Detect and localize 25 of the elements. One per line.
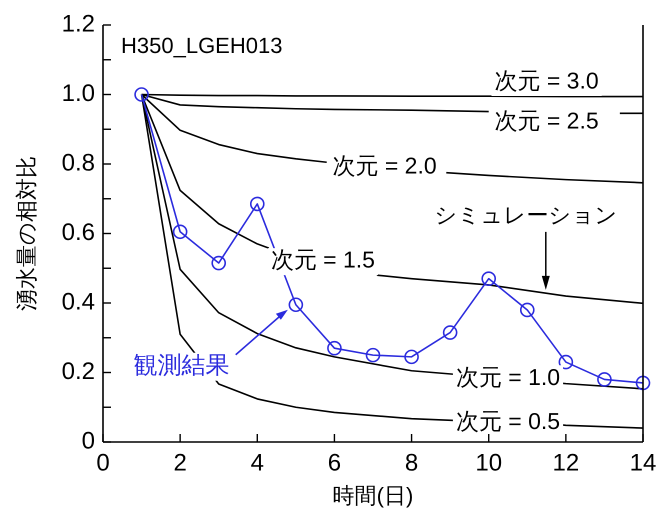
x-tick-label: 6 xyxy=(328,449,342,476)
x-tick-label: 10 xyxy=(475,449,502,476)
y-tick-label: 0.4 xyxy=(62,288,95,316)
series-label: 次元 = 2.5 xyxy=(494,107,599,134)
x-tick-label: 12 xyxy=(552,449,580,476)
series-label: 次元 = 3.0 xyxy=(494,68,599,94)
x-tick-label: 2 xyxy=(173,449,187,476)
y-axis-title: 湧水量の相対比 xyxy=(14,156,39,311)
series-label: 次元 = 2.0 xyxy=(332,152,437,178)
text: 観測結果 xyxy=(134,352,230,380)
x-tick-label: 4 xyxy=(250,449,264,476)
x-tick-label: 14 xyxy=(630,449,656,476)
y-tick-label: 0.6 xyxy=(62,218,95,246)
series-label: 次元 = 0.5 xyxy=(456,408,560,434)
x-tick-label: 8 xyxy=(404,449,418,476)
annotation: シミュレーション xyxy=(434,202,618,228)
x-axis-title: 時間(日) xyxy=(332,483,414,508)
y-tick-label: 1.0 xyxy=(62,80,95,107)
annotation: H350_LGEH013 xyxy=(121,32,282,58)
y-tick-label: 1.2 xyxy=(62,10,95,38)
y-tick-label: 0.2 xyxy=(62,358,95,385)
y-tick-label: 0.8 xyxy=(62,149,95,176)
series-label: 次元 = 1.5 xyxy=(270,246,375,273)
series-label: 次元 = 1.0 xyxy=(456,364,560,390)
y-tick-label: 0 xyxy=(82,427,95,454)
